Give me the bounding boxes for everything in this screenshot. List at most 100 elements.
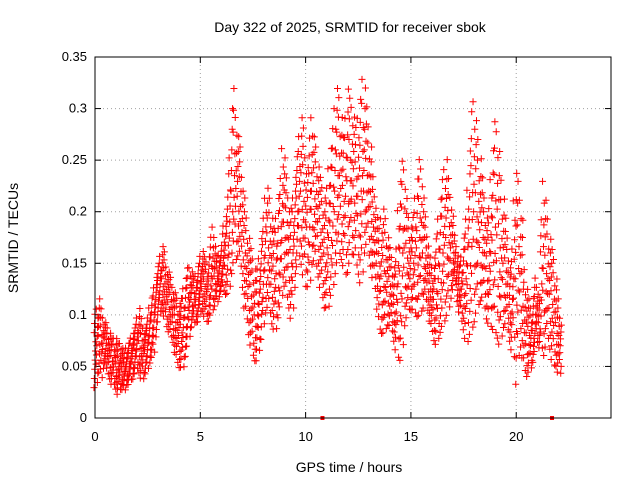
data-point xyxy=(414,278,422,286)
data-point xyxy=(368,274,376,282)
data-point xyxy=(530,334,538,342)
data-point xyxy=(468,108,476,116)
data-point xyxy=(321,208,329,216)
data-point xyxy=(146,352,154,360)
data-point xyxy=(478,278,486,286)
data-point xyxy=(385,321,393,329)
data-point xyxy=(327,273,335,281)
data-point xyxy=(485,205,493,213)
data-point xyxy=(414,195,422,203)
data-point xyxy=(398,180,406,188)
data-point xyxy=(237,173,245,181)
data-point xyxy=(236,143,244,151)
x-tick-label: 10 xyxy=(298,429,312,444)
data-point xyxy=(437,295,445,303)
data-point xyxy=(265,209,273,217)
data-point xyxy=(352,227,360,235)
data-point xyxy=(222,232,230,240)
data-point xyxy=(203,280,211,288)
data-point xyxy=(248,315,256,323)
data-point xyxy=(482,252,490,260)
data-point xyxy=(234,177,242,185)
data-point xyxy=(376,262,384,270)
data-point xyxy=(280,186,288,194)
data-point xyxy=(168,283,176,291)
data-point xyxy=(386,244,394,252)
data-point xyxy=(344,223,352,231)
data-point xyxy=(329,125,337,133)
data-point xyxy=(257,335,265,343)
data-point xyxy=(501,227,509,235)
data-point xyxy=(373,248,381,256)
data-point xyxy=(171,341,179,349)
data-point xyxy=(243,252,251,260)
data-point xyxy=(304,178,312,186)
chart-title: Day 322 of 2025, SRMTID for receiver sbo… xyxy=(214,19,487,35)
data-point xyxy=(152,333,160,341)
data-point xyxy=(384,310,392,318)
data-point xyxy=(349,182,357,190)
data-point xyxy=(429,295,437,303)
data-point xyxy=(442,195,450,203)
data-point xyxy=(298,205,306,213)
data-point xyxy=(487,322,495,330)
data-point xyxy=(96,365,104,373)
data-point xyxy=(507,264,515,272)
data-point xyxy=(539,177,547,185)
data-point xyxy=(318,266,326,274)
data-point xyxy=(311,232,319,240)
data-point xyxy=(185,315,193,323)
data-point xyxy=(265,295,273,303)
data-point xyxy=(293,180,301,188)
data-point xyxy=(307,205,315,213)
y-tick-label: 0.35 xyxy=(62,49,87,64)
data-point xyxy=(497,176,505,184)
data-point xyxy=(312,217,320,225)
data-point xyxy=(427,319,435,327)
data-point xyxy=(366,203,374,211)
data-point xyxy=(228,125,236,133)
data-point xyxy=(479,248,487,256)
data-point xyxy=(543,305,551,313)
data-point xyxy=(222,271,230,279)
data-point xyxy=(431,254,439,262)
data-point xyxy=(419,304,427,312)
data-point xyxy=(526,349,534,357)
data-point xyxy=(258,241,266,249)
data-point xyxy=(410,259,418,267)
data-point xyxy=(446,256,454,264)
data-point xyxy=(151,348,159,356)
data-point xyxy=(240,304,248,312)
data-point xyxy=(368,261,376,269)
data-point xyxy=(546,249,554,257)
y-tick-label: 0.15 xyxy=(62,255,87,270)
data-point xyxy=(308,242,316,250)
data-point xyxy=(403,269,411,277)
data-point xyxy=(176,320,184,328)
data-point xyxy=(478,204,486,212)
data-point xyxy=(112,354,120,362)
data-point xyxy=(444,271,452,279)
data-point xyxy=(282,263,290,271)
data-point xyxy=(301,250,309,258)
data-point xyxy=(507,346,515,354)
data-point xyxy=(304,253,312,261)
data-point xyxy=(499,275,507,283)
data-point xyxy=(175,315,183,323)
data-point xyxy=(508,321,516,329)
data-point xyxy=(299,142,307,150)
data-point xyxy=(360,146,368,154)
data-point xyxy=(279,273,287,281)
data-point xyxy=(430,326,438,334)
data-point xyxy=(398,295,406,303)
data-point xyxy=(407,234,415,241)
data-point xyxy=(478,293,486,301)
data-point xyxy=(369,185,377,193)
data-point xyxy=(333,259,341,267)
data-point xyxy=(486,286,494,294)
data-point xyxy=(265,194,273,202)
data-point xyxy=(293,221,301,229)
data-point xyxy=(212,242,220,250)
data-point xyxy=(542,215,550,223)
data-point xyxy=(324,251,332,259)
